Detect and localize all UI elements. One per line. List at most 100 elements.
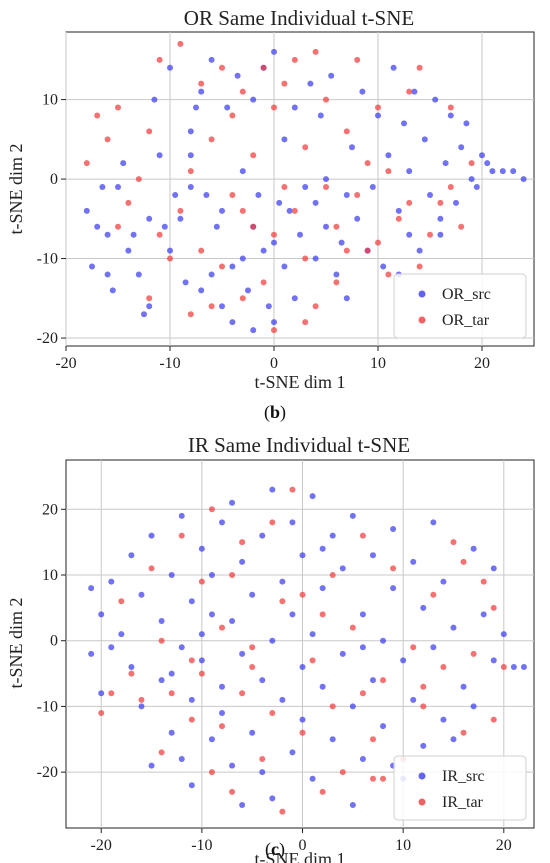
point-OR_src bbox=[281, 136, 288, 143]
caption-c: (c) bbox=[265, 839, 285, 860]
point-OR_tar bbox=[146, 295, 153, 302]
point-OR_src bbox=[187, 152, 194, 159]
point-IR_src bbox=[289, 611, 296, 618]
point-IR_src bbox=[400, 657, 407, 664]
point-OR_tar bbox=[302, 255, 309, 262]
chart-ir: IR Same Individual t-SNE -20 -10 0 10 20-20-… bbox=[6, 433, 535, 863]
point-OR_src bbox=[338, 239, 345, 246]
point-IR_tar bbox=[470, 650, 477, 657]
point-IR_tar bbox=[108, 690, 115, 697]
point-IR_tar bbox=[289, 486, 296, 493]
point-IR_src bbox=[259, 532, 266, 539]
point-OR_src bbox=[442, 160, 449, 167]
point-OR_src bbox=[130, 231, 137, 238]
point-OR_src bbox=[463, 120, 470, 127]
point-IR_tar bbox=[420, 683, 427, 690]
point-OR_tar bbox=[94, 112, 101, 119]
point-OR_src bbox=[302, 184, 309, 191]
point-IR_tar bbox=[128, 670, 135, 677]
point-IR_src bbox=[208, 611, 215, 618]
point-OR_src bbox=[453, 199, 459, 206]
point-IR_src bbox=[329, 532, 336, 539]
point-OR_src bbox=[473, 184, 480, 191]
point-IR_src bbox=[158, 677, 165, 684]
point-OR_src bbox=[182, 279, 189, 286]
y-tick-label: -10 bbox=[37, 698, 58, 715]
point-OR_tar bbox=[187, 168, 194, 175]
point-OR_src bbox=[135, 271, 142, 278]
point-OR_src bbox=[260, 247, 267, 254]
point-OR_src bbox=[115, 184, 121, 191]
point-IR_src bbox=[98, 611, 105, 618]
point-OR_src bbox=[447, 112, 454, 119]
point-IR_src bbox=[259, 677, 266, 684]
point-OR_src bbox=[83, 207, 90, 214]
point-IR_src bbox=[490, 565, 497, 572]
point-OR_src bbox=[161, 223, 168, 230]
point-IR_tar bbox=[239, 690, 246, 697]
point-OR_src bbox=[317, 112, 324, 119]
point-OR_src bbox=[437, 231, 444, 238]
point-OR_tar bbox=[229, 112, 236, 119]
point-OR_tar bbox=[291, 56, 298, 63]
point-OR_src bbox=[198, 287, 205, 294]
point-IR_src bbox=[88, 585, 95, 592]
point-IR_src bbox=[178, 756, 185, 762]
point-IR_src bbox=[118, 631, 125, 638]
point-OR_tar bbox=[375, 104, 381, 111]
point-IR_src bbox=[319, 683, 326, 690]
point-OR_src bbox=[323, 176, 329, 183]
point-OR_src bbox=[141, 311, 147, 318]
point-OR_tar bbox=[239, 88, 246, 95]
point-OR_tar bbox=[416, 64, 423, 71]
point-OR_tar bbox=[260, 279, 267, 286]
chart-or-ticks: -20 -10 0 10 20 -20 -10 0 10 bbox=[37, 92, 490, 372]
chart-ir-legend: IR_src IR_tar bbox=[393, 755, 527, 821]
point-OR_tar bbox=[250, 152, 257, 159]
point-OR_tar bbox=[385, 168, 392, 175]
point-IR_tar bbox=[118, 598, 125, 605]
point-IR_tar bbox=[329, 572, 336, 578]
point-IR_src bbox=[188, 598, 195, 605]
point-OR_src bbox=[167, 64, 173, 71]
point-OR_src bbox=[271, 319, 277, 326]
point-IR_tar bbox=[490, 604, 497, 611]
point-IR_tar bbox=[410, 644, 417, 651]
point-OR_tar bbox=[115, 104, 121, 111]
chart-or-points bbox=[83, 40, 527, 334]
point-IR_src bbox=[88, 650, 95, 657]
point-IR_src bbox=[178, 644, 185, 651]
point-OR_src bbox=[286, 207, 293, 214]
point-IR_src bbox=[349, 802, 356, 808]
point-OR_tar bbox=[364, 247, 371, 254]
point-IR_src bbox=[128, 552, 135, 559]
point-OR_tar bbox=[406, 88, 413, 95]
point-OR_tar bbox=[354, 56, 361, 63]
point-OR_tar bbox=[416, 263, 423, 270]
x-tick-label: -20 bbox=[91, 837, 112, 854]
legend-label: IR_src bbox=[442, 768, 485, 785]
point-OR_src bbox=[499, 168, 506, 175]
point-IR_src bbox=[450, 624, 457, 631]
point-IR_tar bbox=[239, 539, 246, 546]
point-OR_tar bbox=[135, 176, 142, 183]
point-IR_tar bbox=[138, 696, 145, 703]
point-OR_src bbox=[177, 215, 184, 222]
x-tick-label: -20 bbox=[55, 355, 76, 372]
point-IR_tar bbox=[420, 703, 427, 710]
point-IR_src bbox=[349, 703, 356, 710]
point-OR_src bbox=[395, 207, 402, 214]
point-IR_src bbox=[339, 650, 346, 657]
point-OR_src bbox=[520, 176, 527, 183]
point-OR_src bbox=[432, 96, 439, 103]
point-IR_src bbox=[208, 736, 215, 743]
point-IR_src bbox=[369, 677, 376, 684]
point-OR_tar bbox=[239, 295, 246, 302]
point-IR_src bbox=[239, 802, 246, 808]
point-OR_tar bbox=[427, 231, 433, 238]
point-IR_src bbox=[269, 486, 276, 493]
point-IR_src bbox=[198, 631, 205, 638]
point-IR_src bbox=[168, 729, 175, 736]
